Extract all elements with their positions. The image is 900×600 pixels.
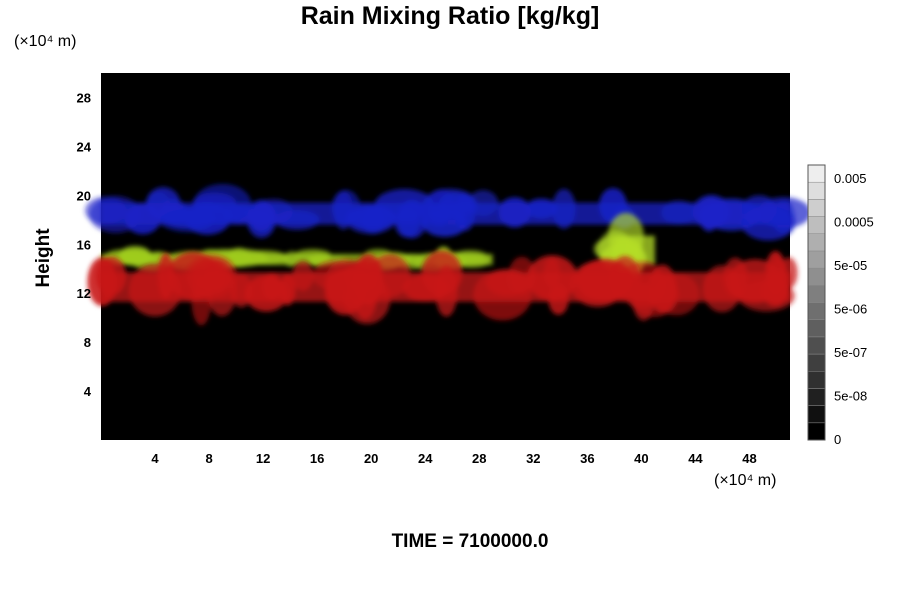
x-unit-label: (×10⁴ m) <box>714 472 777 489</box>
region-blob <box>161 209 216 229</box>
y-tick-label: 24 <box>77 139 92 154</box>
colorbar-label: 5e-07 <box>834 345 867 360</box>
chart-title: Rain Mixing Ratio [kg/kg] <box>300 2 600 30</box>
x-axis-ticks: 4 8 12 16 20 24 28 32 36 40 44 48 <box>151 451 756 466</box>
region-blob <box>236 250 289 265</box>
x-tick-label: 16 <box>310 451 324 466</box>
x-tick-label: 36 <box>580 451 594 466</box>
colorbar-swatch <box>807 285 826 303</box>
x-tick-label: 44 <box>688 451 703 466</box>
region-blob <box>254 198 293 225</box>
colorbar-swatch <box>807 181 826 200</box>
region-blob <box>707 204 727 227</box>
time-label: TIME = 7100000.0 <box>391 531 549 552</box>
region-blob <box>361 207 386 234</box>
region-blob <box>124 203 161 235</box>
region-blob <box>230 273 252 308</box>
colorbar-frame <box>807 164 826 441</box>
colorbar-swatch <box>807 164 826 183</box>
y-tick-label: 20 <box>77 188 91 203</box>
y-unit-label: (×10⁴ m) <box>14 33 77 50</box>
x-tick-label: 28 <box>472 451 486 466</box>
region-3 <box>87 250 798 326</box>
y-axis-ticks: 4 8 12 16 20 24 28 <box>77 90 92 399</box>
region-blob <box>769 256 789 304</box>
colorbar-swatch <box>807 267 826 286</box>
region-blob <box>661 200 697 225</box>
colorbar-swatch <box>807 250 826 269</box>
region-blob <box>192 192 237 213</box>
rain-field <box>84 183 811 326</box>
region-blob <box>87 257 118 307</box>
region-blob <box>421 208 468 237</box>
region-blob <box>438 192 473 215</box>
region-blob <box>525 198 558 219</box>
colorbar-swatch <box>807 302 826 320</box>
colorbar-swatch <box>807 371 826 389</box>
region-blob <box>283 251 300 268</box>
region-blob <box>772 200 795 234</box>
region-blob <box>627 272 679 318</box>
region-blob <box>552 188 576 229</box>
colorbar-label: 5e-05 <box>834 258 867 273</box>
region-blob <box>723 257 748 298</box>
colorbar-label: 5e-06 <box>834 301 867 316</box>
region-blob <box>576 258 634 303</box>
colorbar-swatch <box>807 319 826 338</box>
colorbar-swatch <box>807 336 826 355</box>
y-tick-label: 12 <box>77 286 91 301</box>
x-tick-label: 32 <box>526 451 540 466</box>
x-tick-label: 24 <box>418 451 433 466</box>
colorbar-swatch <box>807 422 826 441</box>
region-blob <box>498 197 531 228</box>
y-tick-label: 16 <box>77 237 91 252</box>
colorbar-swatch <box>807 405 826 424</box>
x-tick-label: 40 <box>634 451 648 466</box>
region-blob <box>473 269 532 321</box>
colorbar-label: 0.005 <box>834 171 867 186</box>
x-tick-label: 20 <box>364 451 378 466</box>
region-blob <box>467 190 499 217</box>
region-blob <box>548 284 569 315</box>
x-tick-label: 4 <box>151 451 159 466</box>
region-blob <box>223 204 254 224</box>
colorbar-swatch <box>807 353 826 372</box>
colorbar-swatch <box>807 199 826 217</box>
x-tick-label: 48 <box>742 451 756 466</box>
region-blob <box>369 254 411 298</box>
colorbar-swatch <box>807 216 826 234</box>
colorbar: 0 5e-08 5e-07 5e-06 5e-05 0.0005 0.005 <box>807 164 874 447</box>
colorbar-swatch <box>807 233 826 252</box>
colorbar-label: 5e-08 <box>834 388 867 403</box>
x-tick-label: 12 <box>256 451 270 466</box>
region-blob <box>191 276 212 326</box>
region-blob <box>292 261 314 291</box>
colorbar-label: 0.0005 <box>834 214 874 229</box>
y-tick-label: 4 <box>84 384 92 399</box>
colorbar-label: 0 <box>834 432 841 447</box>
y-tick-label: 8 <box>84 335 91 350</box>
region-blob <box>279 274 296 306</box>
region-blob <box>402 274 449 302</box>
region-blob <box>324 259 370 310</box>
colorbar-swatch <box>807 388 826 406</box>
y-tick-label: 28 <box>77 90 91 105</box>
region-blob <box>262 272 282 301</box>
x-tick-label: 8 <box>205 451 212 466</box>
